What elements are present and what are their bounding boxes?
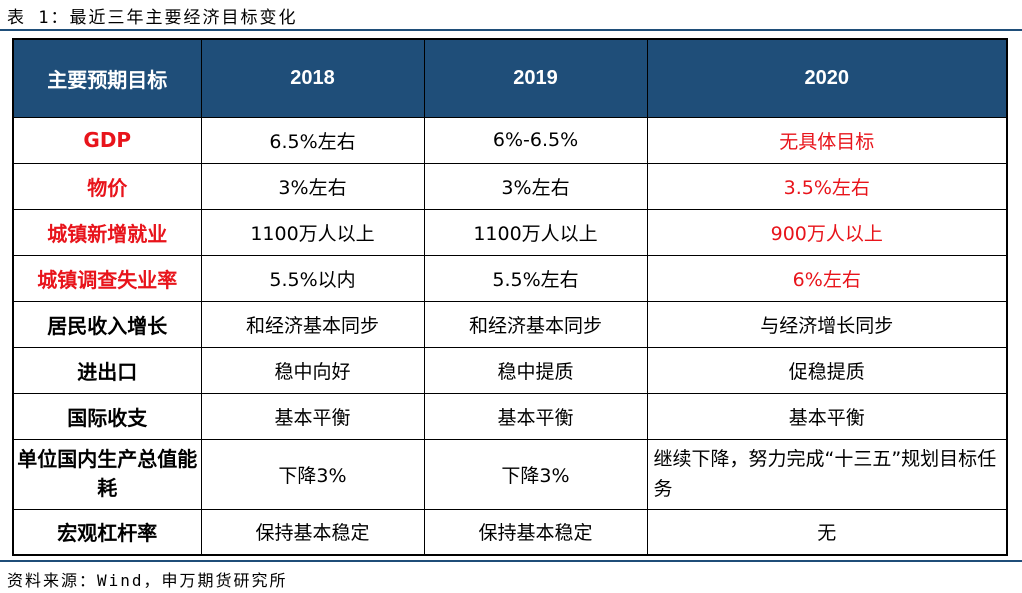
- table-row: 城镇新增就业 1100万人以上 1100万人以上 900万人以上: [12, 208, 1008, 256]
- cell-2018: 6.5%左右: [200, 116, 425, 164]
- cell-2019: 稳中提质: [423, 346, 648, 394]
- cell-2018: 保持基本稳定: [200, 508, 425, 556]
- header-target: 主要预期目标: [12, 38, 202, 118]
- economic-targets-table: 主要预期目标 2018 2019 2020 GDP 6.5%左右 6%-6.5%…: [12, 38, 1008, 556]
- table-row: 进出口 稳中向好 稳中提质 促稳提质: [12, 346, 1008, 394]
- cell-2018: 稳中向好: [200, 346, 425, 394]
- cell-2020: 无具体目标: [646, 116, 1008, 164]
- table-row: 宏观杠杆率 保持基本稳定 保持基本稳定 无: [12, 508, 1008, 556]
- header-2018: 2018: [200, 38, 425, 118]
- cell-2020: 3.5%左右: [646, 162, 1008, 210]
- table-row: 物价 3%左右 3%左右 3.5%左右: [12, 162, 1008, 210]
- cell-2018: 基本平衡: [200, 392, 425, 440]
- cell-2019: 保持基本稳定: [423, 508, 648, 556]
- cell-2019: 下降3%: [423, 438, 648, 510]
- cell-2020: 6%左右: [646, 254, 1008, 302]
- cell-2018: 和经济基本同步: [200, 300, 425, 348]
- bottom-rule: [0, 560, 1022, 562]
- cell-2019: 基本平衡: [423, 392, 648, 440]
- table-row: 国际收支 基本平衡 基本平衡 基本平衡: [12, 392, 1008, 440]
- row-label: 物价: [12, 162, 202, 210]
- table-row: 单位国内生产总值能耗 下降3% 下降3% 继续下降，努力完成“十三五”规划目标任…: [12, 438, 1008, 510]
- cell-2018: 1100万人以上: [200, 208, 425, 256]
- table-row: 城镇调查失业率 5.5%以内 5.5%左右 6%左右: [12, 254, 1008, 302]
- cell-2019: 和经济基本同步: [423, 300, 648, 348]
- header-2020: 2020: [646, 38, 1008, 118]
- table-row: GDP 6.5%左右 6%-6.5% 无具体目标: [12, 116, 1008, 164]
- source-note: 资料来源：Wind，申万期货研究所: [7, 571, 288, 590]
- row-label: GDP: [12, 116, 202, 164]
- cell-2020: 与经济增长同步: [646, 300, 1008, 348]
- row-label: 城镇调查失业率: [12, 254, 202, 302]
- table-caption: 表 1：最近三年主要经济目标变化: [7, 8, 298, 28]
- cell-2018: 5.5%以内: [200, 254, 425, 302]
- header-2019: 2019: [423, 38, 648, 118]
- cell-2019: 6%-6.5%: [423, 116, 648, 164]
- cell-2018: 3%左右: [200, 162, 425, 210]
- top-rule: [0, 29, 1022, 31]
- cell-2020: 促稳提质: [646, 346, 1008, 394]
- cell-2018: 下降3%: [200, 438, 425, 510]
- table-row: 居民收入增长 和经济基本同步 和经济基本同步 与经济增长同步: [12, 300, 1008, 348]
- cell-2020: 继续下降，努力完成“十三五”规划目标任务: [646, 438, 1008, 510]
- cell-2020: 基本平衡: [646, 392, 1008, 440]
- cell-2020: 无: [646, 508, 1008, 556]
- header-row: 主要预期目标 2018 2019 2020: [12, 38, 1008, 118]
- row-label: 宏观杠杆率: [12, 508, 202, 556]
- cell-2019: 5.5%左右: [423, 254, 648, 302]
- cell-2019: 1100万人以上: [423, 208, 648, 256]
- cell-2020: 900万人以上: [646, 208, 1008, 256]
- row-label: 进出口: [12, 346, 202, 394]
- row-label: 城镇新增就业: [12, 208, 202, 256]
- row-label: 国际收支: [12, 392, 202, 440]
- row-label: 单位国内生产总值能耗: [12, 438, 202, 510]
- cell-2019: 3%左右: [423, 162, 648, 210]
- row-label: 居民收入增长: [12, 300, 202, 348]
